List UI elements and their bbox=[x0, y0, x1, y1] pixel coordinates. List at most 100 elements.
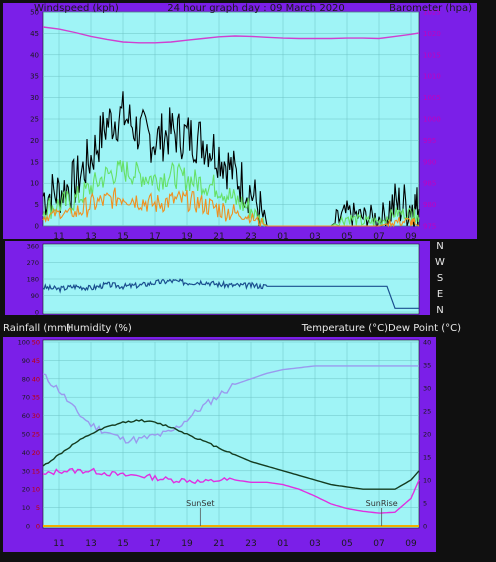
barometer-tick-label: 1015 bbox=[423, 51, 441, 59]
temperature-tick-label: 35 bbox=[423, 362, 431, 370]
chart-title: 24 hour graph day : 09 March 2020 bbox=[167, 3, 345, 14]
windspeed-axis-ticks: 0 5 10 15 20 25 30 35 40 45 50 bbox=[30, 9, 39, 231]
barometer-tick-label: 1000 bbox=[423, 116, 441, 124]
direction-tick-label: 180 bbox=[27, 276, 39, 284]
humidity-tick-label: 100 bbox=[18, 339, 30, 347]
direction-grid bbox=[43, 245, 419, 313]
windspeed-tick-label: 35 bbox=[30, 73, 39, 81]
wind-x-tick-label: 19 bbox=[181, 232, 193, 242]
barometer-tick-label: 985 bbox=[423, 180, 436, 188]
windspeed-tick-label: 30 bbox=[30, 94, 39, 102]
wind-x-tick-label: 15 bbox=[117, 232, 128, 242]
rainfall-axis-ticks: 0 5 10 15 20 25 30 35 40 45 50 bbox=[32, 339, 40, 531]
humidity-tick-label: 40 bbox=[22, 449, 30, 457]
humidity-tick-label: 80 bbox=[22, 375, 30, 383]
temperature-tick-label: 25 bbox=[423, 408, 431, 416]
wind-minimum-line bbox=[42, 187, 420, 228]
climate-x-tick-label: 13 bbox=[85, 539, 96, 549]
temperature-tick-label: 5 bbox=[423, 500, 427, 508]
barometer-line bbox=[42, 26, 420, 44]
humidity-tick-label: 20 bbox=[22, 486, 30, 494]
rainfall-tick-label: 20 bbox=[32, 449, 40, 457]
climate-x-tick-label: 23 bbox=[245, 539, 256, 549]
humidity-tick-label: 0 bbox=[26, 523, 30, 531]
sun-marker-label: SunRise bbox=[366, 499, 398, 508]
windspeed-tick-label: 40 bbox=[30, 51, 39, 59]
climate-x-tick-label: 09 bbox=[405, 539, 417, 549]
wind-x-tick-label: 01 bbox=[277, 232, 288, 242]
direction-axis-ticks: 0 90 180 270 360 bbox=[27, 243, 39, 317]
rainfall-tick-label: 40 bbox=[32, 375, 40, 383]
climate-x-tick-label: 03 bbox=[309, 539, 320, 549]
wind-x-tick-label: 13 bbox=[85, 232, 96, 242]
wind-series bbox=[42, 26, 420, 228]
wind-x-tick-label: 03 bbox=[309, 232, 320, 242]
barometer-axis-label: Barometer (hpa) bbox=[389, 3, 472, 14]
barometer-tick-label: 995 bbox=[423, 137, 436, 145]
temperature-tick-label: 30 bbox=[423, 385, 431, 393]
climate-x-tick-label: 15 bbox=[117, 539, 128, 549]
rainfall-tick-label: 25 bbox=[32, 431, 40, 439]
humidity-axis-ticks: 0 10 20 30 40 50 60 70 80 90 100 bbox=[18, 339, 30, 531]
temperature-tick-label: 20 bbox=[423, 431, 431, 439]
wind-gust-line bbox=[42, 91, 420, 227]
wind-x-tick-label: 07 bbox=[373, 232, 384, 242]
climate-x-tick-label: 17 bbox=[149, 539, 160, 549]
barometer-axis-ticks: 975 980 985 990 995 1000 1005 1010 1015 1020 1025 bbox=[423, 9, 441, 231]
rainfall-tick-label: 15 bbox=[32, 467, 40, 475]
rainfall-tick-label: 35 bbox=[32, 394, 40, 402]
humidity-tick-label: 70 bbox=[22, 394, 30, 402]
climate-x-tick-label: 21 bbox=[213, 539, 224, 549]
direction-tick-label: 0 bbox=[35, 309, 39, 317]
windspeed-tick-label: 15 bbox=[30, 158, 39, 166]
rainfall-tick-label: 30 bbox=[32, 412, 40, 420]
humidity-tick-label: 90 bbox=[22, 357, 30, 365]
climate-series bbox=[42, 365, 420, 527]
wind-x-tick-label: 11 bbox=[53, 232, 64, 242]
sun-markers: SunSet SunRise bbox=[186, 499, 398, 526]
climate-x-axis-ticks: 11 13 15 17 19 21 23 01 03 05 07 09 bbox=[53, 539, 417, 549]
barometer-tick-label: 1005 bbox=[423, 94, 441, 102]
temperature-line bbox=[42, 418, 420, 490]
humidity-axis-label: Humidity (%) bbox=[66, 323, 132, 334]
windspeed-tick-label: 0 bbox=[35, 223, 39, 231]
climate-x-tick-label: 01 bbox=[277, 539, 288, 549]
humidity-tick-label: 30 bbox=[22, 467, 30, 475]
compass-label: W bbox=[435, 257, 445, 268]
compass-label: N bbox=[436, 241, 443, 252]
temperature-tick-label: 10 bbox=[423, 477, 431, 485]
compass-label: E bbox=[437, 289, 443, 300]
barometer-tick-label: 1025 bbox=[423, 9, 441, 17]
climate-x-tick-label: 07 bbox=[373, 539, 384, 549]
rainfall-tick-label: 0 bbox=[36, 523, 40, 531]
sun-marker-label: SunSet bbox=[186, 499, 214, 508]
barometer-tick-label: 980 bbox=[423, 201, 436, 209]
wind-x-tick-label: 09 bbox=[405, 232, 417, 242]
temperature-axis-label: Temperature (°C)Dew Point (°C) bbox=[301, 323, 461, 334]
windspeed-tick-label: 10 bbox=[30, 180, 39, 188]
rainfall-tick-label: 45 bbox=[32, 357, 40, 365]
barometer-tick-label: 1010 bbox=[423, 73, 441, 81]
temperature-tick-label: 40 bbox=[423, 339, 431, 347]
direction-series bbox=[42, 278, 419, 309]
barometer-tick-label: 990 bbox=[423, 158, 436, 166]
humidity-tick-label: 50 bbox=[22, 431, 30, 439]
humidity-tick-label: 60 bbox=[22, 412, 30, 420]
windspeed-tick-label: 50 bbox=[30, 9, 39, 17]
compass-label: S bbox=[437, 273, 443, 284]
direction-tick-label: 270 bbox=[27, 259, 39, 267]
direction-tick-label: 360 bbox=[27, 243, 39, 251]
barometer-tick-label: 1020 bbox=[423, 30, 441, 38]
compass-label: N bbox=[436, 305, 443, 316]
temperature-tick-label: 0 bbox=[423, 523, 427, 531]
wind-direction-line bbox=[42, 278, 419, 309]
windspeed-tick-label: 20 bbox=[30, 137, 39, 145]
windspeed-tick-label: 45 bbox=[30, 30, 39, 38]
wind-x-axis-ticks: 11 13 15 17 19 21 23 01 03 05 07 09 bbox=[53, 232, 417, 242]
